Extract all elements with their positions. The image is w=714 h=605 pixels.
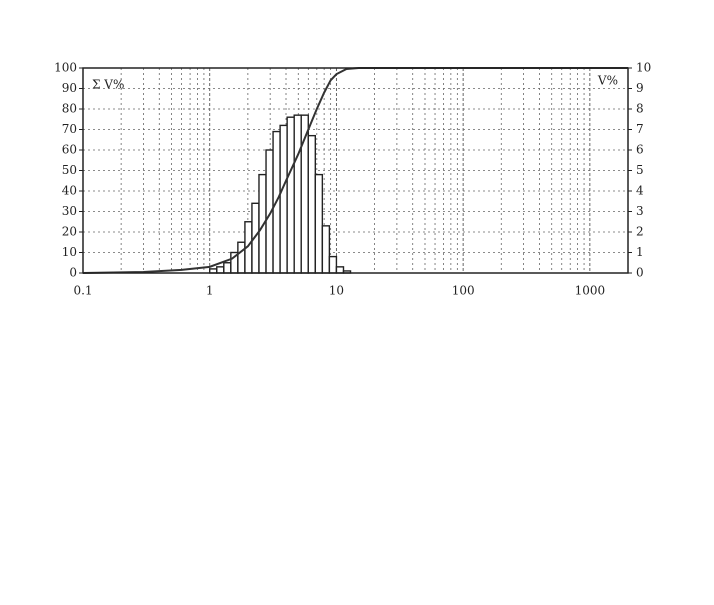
- x-tick-label: 1000: [575, 284, 606, 298]
- y2-tick-label: 4: [636, 184, 644, 198]
- y-axis-label: Σ V%: [92, 78, 124, 92]
- y-tick-label: 60: [62, 143, 77, 157]
- bar: [335, 266, 345, 274]
- y2-tick-label: 7: [636, 122, 644, 136]
- y2-tick-label: 2: [636, 225, 644, 239]
- bar: [314, 173, 324, 274]
- bar: [307, 134, 317, 274]
- y-tick-label: 20: [62, 225, 77, 239]
- plot-frame: [82, 67, 629, 274]
- y2-tick-label: 10: [636, 61, 651, 75]
- y2-tick-label: 3: [636, 204, 644, 218]
- y-tick-label: 40: [62, 184, 77, 198]
- y-tick-label: 100: [54, 61, 77, 75]
- bar: [293, 114, 302, 274]
- x-tick-label: 0.1: [73, 284, 92, 298]
- y-tick-label: 90: [62, 81, 77, 95]
- bar: [223, 262, 232, 274]
- y2-tick-label: 1: [636, 245, 644, 259]
- y-tick-label: 0: [69, 266, 77, 280]
- y2-tick-label: 5: [636, 163, 644, 177]
- bar: [328, 255, 338, 274]
- y2-tick-label: 9: [636, 81, 644, 95]
- x-tick-label: 100: [452, 284, 475, 298]
- y2-tick-label: 8: [636, 102, 644, 116]
- cumulative-line: [82, 67, 628, 274]
- bar: [237, 241, 246, 274]
- y-tick-label: 30: [62, 204, 77, 218]
- x-tick-label: 1: [206, 284, 214, 298]
- y-tick-label: 10: [62, 245, 77, 259]
- bar: [216, 266, 225, 274]
- x-tick-label: 10: [329, 284, 344, 298]
- y2-tick-label: 0: [636, 266, 644, 280]
- y-tick-label: 70: [62, 122, 77, 136]
- y-tick-label: 50: [62, 163, 77, 177]
- bar: [286, 116, 295, 274]
- y-tick-label: 80: [62, 102, 77, 116]
- y2-axis-label: V%: [597, 74, 618, 88]
- bar: [279, 124, 288, 274]
- y2-tick-label: 6: [636, 143, 644, 157]
- bar: [321, 225, 331, 274]
